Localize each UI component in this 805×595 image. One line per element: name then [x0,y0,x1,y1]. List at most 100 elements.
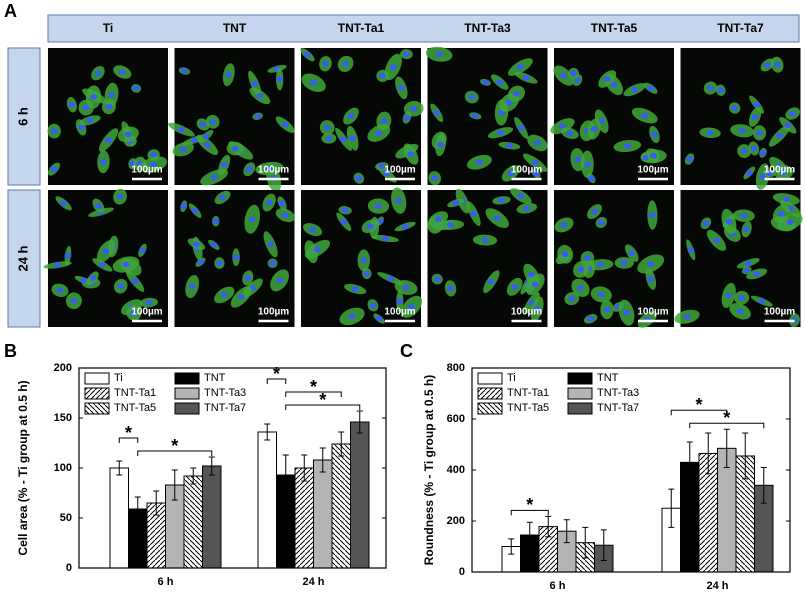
error-bar [171,469,178,501]
nucleus [597,291,605,298]
nucleus [102,248,110,255]
x-tick-label: 6 h [550,580,566,592]
nucleus [220,162,228,168]
legend-swatch [567,402,593,415]
nucleus [628,250,636,256]
nucleus [648,212,656,218]
nucleus [610,81,618,88]
column-header: TNT-Ta7 [717,21,764,35]
nucleus [755,130,763,136]
error-bar [668,488,675,528]
nucleus [782,196,790,202]
scale-label: 100µm [764,307,795,318]
nucleus [342,61,350,67]
scale-label: 100µm [511,165,542,176]
nucleus [215,260,223,266]
row-label: 24 h [15,245,30,271]
nucleus [745,170,753,176]
nucleus [188,283,196,290]
nucleus [779,169,787,175]
error-bar [134,496,141,522]
error-bar [153,490,160,516]
nucleus [403,114,411,121]
error-bar [356,410,363,434]
nucleus [116,193,124,200]
micrograph: 100µm [47,48,168,185]
nucleus [281,212,289,218]
significance-label: * [695,395,702,415]
bar [350,421,370,569]
nucleus [587,175,595,182]
nucleus [702,220,710,227]
nucleus [56,287,64,294]
significance-bracket [670,409,728,416]
nucleus [650,131,658,138]
significance-label: * [125,423,132,443]
error-bar [116,460,123,476]
nucleus [348,313,356,320]
nucleus [203,142,211,148]
nucleus [374,203,382,209]
nucleus [98,262,106,268]
nucleus [751,114,759,120]
error-bar [582,526,589,559]
nucleus [351,286,359,292]
nucleus [622,309,630,316]
micrograph: 100µm [301,187,423,327]
micrograph: 100µm [168,48,295,193]
nucleus [731,105,739,111]
error-bar [508,538,515,555]
nucleus [481,237,489,243]
nucleus [212,218,220,225]
nucleus [471,113,479,119]
error-bar [208,456,215,476]
nucleus [254,113,262,120]
nucleus [209,118,217,125]
panel-label: B [4,341,17,361]
legend-swatch [174,387,200,400]
legend-swatch [477,372,503,385]
nucleus [94,203,102,209]
nucleus [244,275,252,281]
nucleus [620,260,628,266]
legend-label: TNT-Ta7 [204,402,246,414]
nucleus [237,294,245,300]
nucleus [366,223,374,229]
y-tick-label: 0 [459,566,465,578]
panel-label: A [4,1,17,21]
significance-bracket [266,378,287,384]
nucleus [763,62,771,68]
column-header: TNT-Ta1 [338,21,385,35]
legend-swatch [477,387,503,400]
nucleus [505,142,513,149]
nucleus [197,259,205,266]
legend-swatch [567,387,593,400]
nucleus [583,255,591,261]
scale-label: 100µm [384,165,415,176]
nucleus [686,156,694,162]
nucleus [776,132,784,139]
nucleus [590,208,598,215]
bar [331,443,351,569]
nucleus [623,143,631,149]
micrograph: 100µm [174,190,296,327]
nucleus [498,197,506,204]
nucleus [647,276,655,282]
nucleus [321,60,329,67]
nucleus [232,254,240,261]
nucleus [759,150,767,156]
micrograph: 100µm [300,48,424,185]
nucleus [402,51,410,57]
nucleus [397,85,405,91]
y-axis-label: Roundness (% - Ti group at 0.5 h) [422,375,436,565]
error-bar [282,454,289,496]
y-axis-label: Cell area (% - Ti group at 0.5 h) [16,380,30,555]
nucleus [340,218,348,225]
nucleus [245,166,253,173]
nucleus [750,145,758,152]
nucleus [387,275,395,282]
scale-label: 100µm [637,165,668,176]
nucleus [269,260,277,267]
nucleus [309,226,317,233]
